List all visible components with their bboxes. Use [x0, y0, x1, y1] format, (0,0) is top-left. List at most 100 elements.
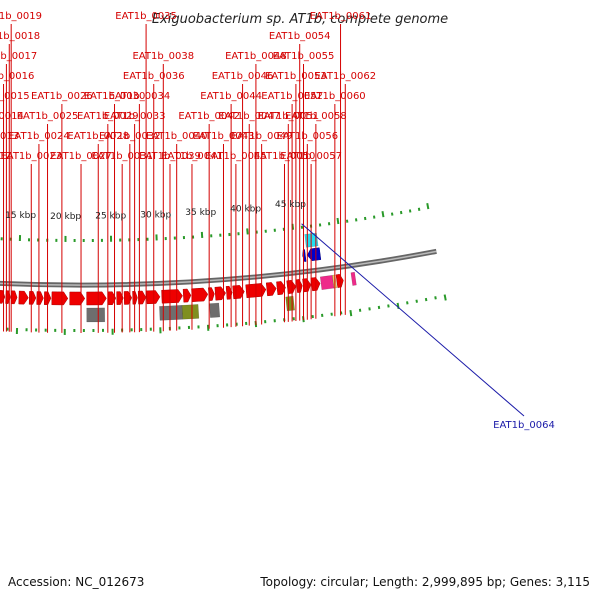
scale-tick [406, 301, 409, 305]
gene-label: EAT1b_0046 [212, 71, 274, 82]
gene-label: EAT1b_0049 [231, 131, 293, 142]
scale-tick [336, 217, 340, 225]
gene-label: EAT1b_0051 [257, 111, 319, 122]
forward-gene-arrow [214, 286, 226, 301]
forward-gene-arrow [182, 288, 192, 303]
forward-gene-arrow [276, 281, 286, 296]
gene-label: EAT1b_0024 [8, 131, 70, 142]
gene-label: EAT1b_0017 [0, 51, 37, 62]
scale-tick [415, 299, 418, 303]
gene-features [0, 232, 357, 323]
forward-gene-arrow [36, 291, 44, 305]
forward-gene-arrow [123, 291, 133, 305]
gene-label: EAT1b_0015 [0, 91, 30, 102]
gene-label: EAT1b_0044 [200, 91, 262, 102]
scale-tick [434, 296, 437, 300]
scale-tick [424, 297, 428, 302]
scale-label: 40 kbp [230, 205, 261, 215]
scale-ticks [0, 203, 447, 335]
scale-label: 20 kbp [50, 212, 81, 222]
genome-backbone [0, 248, 437, 288]
forward-gene-arrow [18, 290, 29, 305]
label-leader-reverse [301, 223, 525, 417]
scale-label: 15 kbp [5, 211, 36, 221]
gene-label: EAT1b_0062 [314, 71, 376, 82]
scale-tick [246, 228, 249, 235]
feature-block [86, 307, 106, 323]
gene-label: EAT1b_0038 [132, 51, 194, 62]
gene-label: EAT1b_0013 [0, 131, 19, 142]
forward-gene-arrow [265, 282, 277, 297]
gene-label: EAT1b_0045 [205, 151, 267, 162]
gene-label: EAT1b_0018 [0, 31, 40, 42]
gene-label: EAT1b_0016 [0, 71, 34, 82]
gene-labels: EAT1b_0012 EAT1b_0013 EAT1b_0014 EAT1b_0015… [0, 11, 555, 431]
gene-label: EAT1b_0014 [0, 111, 24, 122]
gene-label: EAT1b_0048 [225, 51, 287, 62]
scale-label: 25 kbp [95, 212, 126, 222]
feature-block [319, 275, 335, 291]
scale-label: 45 kbp [275, 200, 306, 210]
gene-label: EAT1b_0054 [269, 31, 331, 42]
forward-gene-arrow [28, 291, 37, 305]
gene-label: EAT1b_0027 [50, 151, 112, 162]
gene-label: EAT1b_0019 [0, 11, 42, 22]
scale-tick [443, 294, 447, 301]
gene-label: EAT1b_0029 [77, 111, 139, 122]
gene-label: EAT1b_0055 [273, 51, 335, 62]
forward-gene-arrow [69, 291, 86, 306]
scale-label: 30 kbp [140, 210, 171, 220]
gene-label: EAT1b_0041 [161, 151, 223, 162]
map-title: Exiguobacterium sp. AT1b, complete genom… [152, 12, 448, 27]
gene-label: EAT1b_0043 [193, 131, 255, 142]
forward-gene-arrow [286, 280, 297, 294]
accession-text: Accession: NC_012673 [8, 575, 144, 589]
gene-label: EAT1b_0036 [123, 71, 185, 82]
scale-tick [408, 209, 412, 213]
gene-label: EAT1b_0034 [109, 91, 171, 102]
gene-label: EAT1b_0060 [304, 91, 366, 102]
forward-gene-arrow [86, 291, 107, 306]
feature-block [209, 302, 221, 318]
gene-label: EAT1b_0053 [265, 71, 327, 82]
reverse-gene-label: EAT1b_0064 [493, 420, 555, 431]
gene-label: EAT1b_0057 [280, 151, 342, 162]
scale-labels: 15 kbp 20 kbp 25 kbp 30 kbp 35 kbp 40 kbp 45 k… [5, 200, 306, 222]
gene-label: EAT1b_0033 [104, 111, 166, 122]
gene-label: EAT1b_0012 [0, 151, 11, 162]
forward-gene-arrow [295, 279, 303, 293]
label-leaders [3, 24, 525, 417]
summary-text: Topology: circular; Length: 2,999,895 bp… [259, 575, 590, 589]
gene-label: EAT1b_0050 [254, 151, 316, 162]
backbone-highlight [0, 250, 437, 286]
gene-label: EAT1b_0056 [276, 131, 338, 142]
scale-tick [399, 210, 403, 215]
forward-gene-arrow [51, 291, 69, 306]
scale-tick [390, 212, 394, 216]
forward-gene-arrow [10, 290, 18, 305]
gene-label: EAT1b_0042 [178, 111, 240, 122]
gene-label: EAT1b_0058 [285, 111, 347, 122]
forward-gene-arrow [0, 290, 6, 304]
feature-block [350, 271, 357, 286]
forward-gene-arrow [191, 287, 209, 302]
gene-label: EAT1b_0023 [0, 151, 62, 162]
gene-label: EAT1b_0030 [84, 91, 146, 102]
gene-label: EAT1b_0025 [17, 111, 79, 122]
gene-label: EAT1b_0028 [67, 131, 129, 142]
gene-label: EAT1b_0061 [310, 11, 372, 22]
scale-tick [417, 207, 421, 211]
reverse-gene-arrow [306, 247, 322, 261]
scale-tick [349, 310, 353, 317]
gene-label: EAT1b_0026 [31, 91, 93, 102]
forward-gene-arrow [137, 290, 147, 305]
gene-label: EAT1b_0032 [99, 131, 161, 142]
scale-tick [426, 203, 430, 210]
gene-label: EAT1b_0040 [146, 131, 208, 142]
feature-block [285, 295, 295, 312]
gene-label: EAT1b_0052 [261, 91, 323, 102]
gene-label: EAT1b_0031 [91, 151, 153, 162]
gene-label: EAT1b_0039 [139, 151, 201, 162]
forward-gene-arrow [161, 289, 183, 304]
